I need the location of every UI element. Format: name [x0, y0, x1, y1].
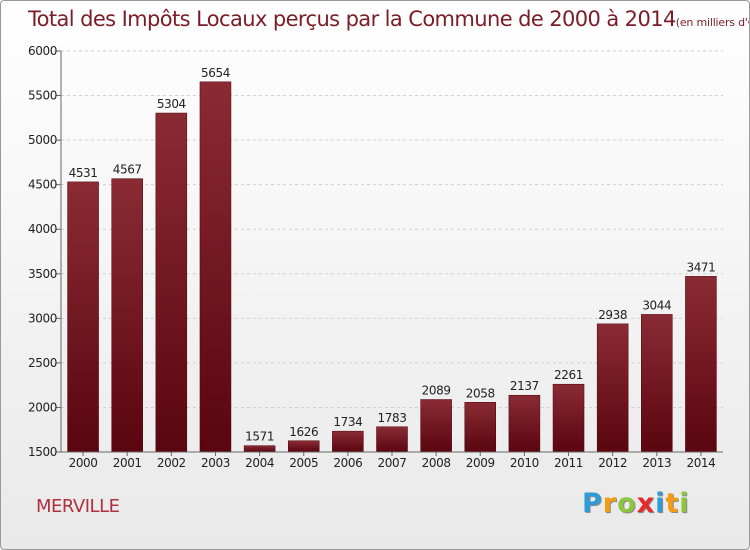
- bar: [67, 181, 99, 453]
- title-text: Total des Impôts Locaux perçus par la Co…: [28, 7, 676, 31]
- bar-value-label: 1783: [378, 411, 407, 425]
- logo-letter: i: [679, 488, 690, 519]
- x-tick-label: 2008: [422, 456, 451, 470]
- bar: [199, 81, 232, 453]
- bar: [508, 394, 541, 453]
- y-tick-label: 5500: [28, 89, 57, 103]
- bars: [67, 81, 717, 453]
- bar: [685, 276, 717, 453]
- x-tick-label: 2001: [113, 456, 142, 470]
- bar: [376, 426, 408, 453]
- axes: [56, 50, 723, 456]
- x-tick-label: 2012: [598, 456, 627, 470]
- bar-value-label: 1571: [245, 430, 274, 444]
- bar-value-label: 2089: [422, 384, 451, 398]
- bar-value-label: 5654: [201, 66, 230, 80]
- x-tick-label: 2003: [201, 456, 230, 470]
- x-tick-label: 2006: [333, 456, 362, 470]
- bar: [552, 383, 585, 453]
- bar-value-label: 4531: [69, 166, 98, 180]
- y-tick-label: 2500: [28, 356, 57, 370]
- bar: [155, 112, 188, 453]
- bar-value-label: 3471: [686, 260, 715, 274]
- logo-letter: t: [665, 488, 680, 519]
- logo-letter: r: [602, 488, 618, 519]
- bar-value-label: 5304: [157, 97, 186, 111]
- y-tick-label: 1500: [28, 445, 57, 459]
- y-tick-label: 3500: [28, 267, 57, 281]
- bar: [596, 323, 629, 453]
- logo-letter: P: [582, 488, 603, 519]
- y-tick-label: 4000: [28, 222, 57, 236]
- x-tick-label: 2010: [510, 456, 539, 470]
- labels: 1500 2000 2500 3000 3500 4000 4500 5000 5500 6000…: [28, 44, 716, 470]
- y-tick-label: 2000: [28, 400, 57, 414]
- x-tick-label: 2007: [378, 456, 407, 470]
- logo-letter: i: [655, 488, 666, 519]
- chart-title: Total des Impôts Locaux perçus par la Co…: [28, 7, 749, 31]
- x-tick-label: 2000: [69, 456, 98, 470]
- commune-name: MERVILLE: [36, 496, 120, 517]
- y-tick-label: 5000: [28, 133, 57, 147]
- bar: [243, 445, 276, 453]
- logo-letter: x: [636, 488, 656, 519]
- y-tick-label: 3000: [28, 311, 57, 325]
- bar-value-label: 1626: [289, 425, 318, 439]
- x-tick-label: 2005: [289, 456, 318, 470]
- x-tick-label: 2004: [245, 456, 274, 470]
- unit-label: (en milliers d'€): [675, 16, 749, 29]
- bar-value-label: 2261: [554, 368, 583, 382]
- bar: [287, 440, 320, 453]
- bar: [641, 314, 673, 453]
- x-tick-label: 2011: [554, 456, 583, 470]
- logo-letter: o: [617, 488, 637, 519]
- proxiti-logo: Proxiti: [582, 488, 690, 519]
- bar-value-label: 2058: [466, 386, 495, 400]
- bar-value-label: 2137: [510, 379, 539, 393]
- bar: [464, 402, 497, 453]
- bar-value-label: 1734: [333, 415, 362, 429]
- y-tick-label: 6000: [28, 44, 57, 58]
- bar: [332, 430, 364, 453]
- x-tick-label: 2002: [157, 456, 186, 470]
- y-tick-label: 4500: [28, 178, 57, 192]
- bar: [111, 178, 143, 453]
- bar-value-label: 2938: [598, 308, 627, 322]
- x-tick-label: 2009: [466, 456, 495, 470]
- bar-value-label: 4567: [113, 163, 142, 177]
- x-tick-label: 2013: [642, 456, 671, 470]
- bar: [420, 399, 452, 453]
- bar-value-label: 3044: [642, 298, 671, 312]
- x-tick-label: 2014: [686, 456, 715, 470]
